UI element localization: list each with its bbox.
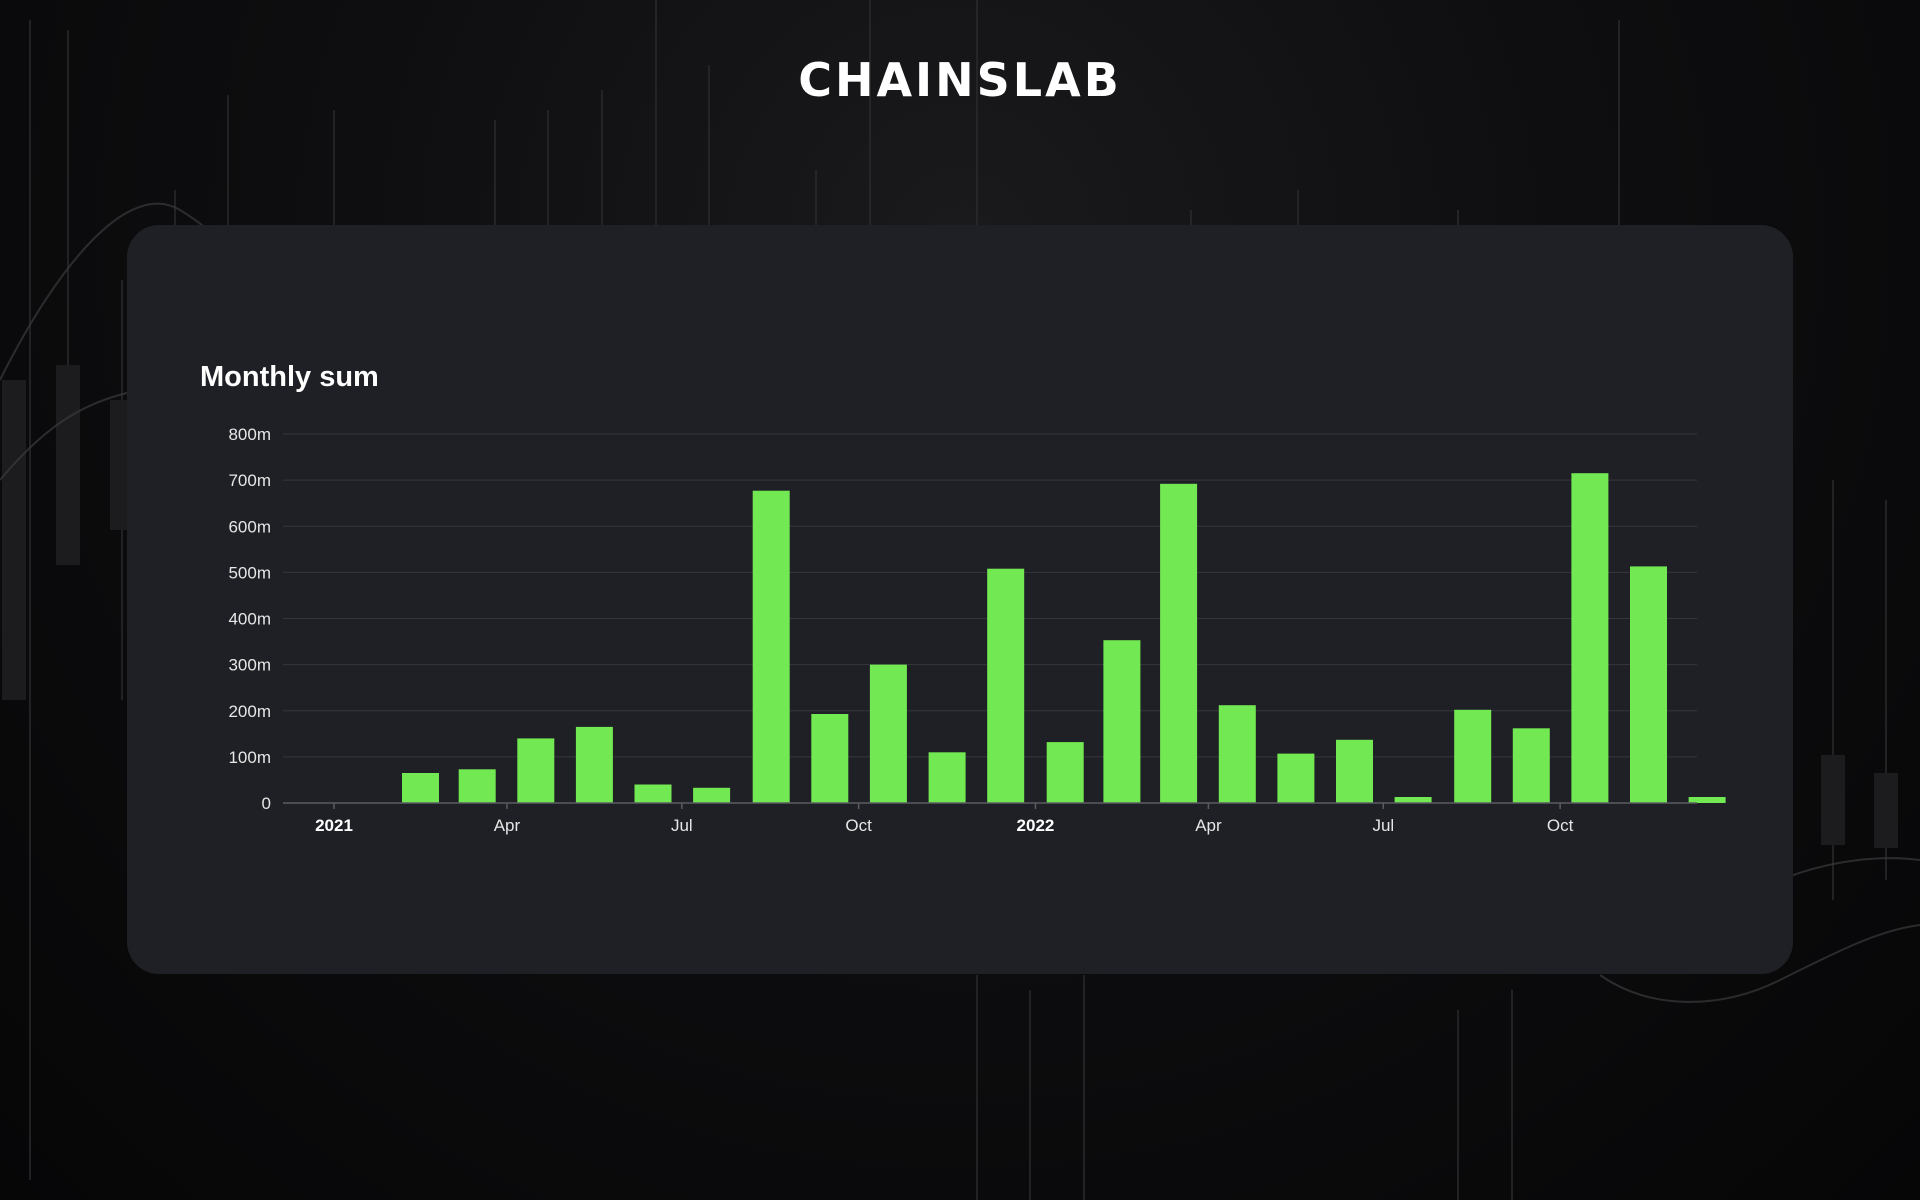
x-tick-label: 2021 (315, 816, 353, 835)
bar-2021-06[interactable] (634, 784, 672, 804)
bar-2022-09[interactable] (1512, 728, 1550, 803)
bar-2021-04[interactable] (517, 738, 555, 803)
bar-2021-08[interactable] (752, 490, 790, 803)
y-tick-label: 200m (228, 702, 271, 721)
y-tick-label: 100m (228, 748, 271, 767)
x-tick-label: Oct (1547, 816, 1574, 835)
x-tick-label: 2022 (1017, 816, 1055, 835)
bar-2021-09[interactable] (811, 714, 849, 803)
chart-title: Monthly sum (200, 361, 379, 393)
bar-2022-08[interactable] (1454, 709, 1492, 803)
y-tick-label: 800m (228, 425, 271, 444)
bar-2021-11[interactable] (928, 752, 966, 803)
bar-2021-02[interactable] (402, 773, 439, 803)
monthly-sum-bar-chart: 0 100m 200m 300m 400m 500m 600m 700m 800m 2021 Ap… (228, 425, 1726, 835)
bar-2022-05[interactable] (1277, 753, 1315, 803)
x-tick-label: Oct (845, 816, 872, 835)
x-tick-label: Apr (494, 816, 521, 835)
bar-2021-03[interactable] (458, 769, 496, 803)
bar-2022-11[interactable] (1630, 566, 1667, 803)
bar-2022-01[interactable] (1046, 742, 1084, 803)
bars (402, 473, 1726, 803)
bar-2022-12[interactable] (1688, 797, 1726, 803)
bar-2021-10[interactable] (869, 664, 907, 803)
bar-2021-07[interactable] (693, 787, 731, 803)
bar-2022-10[interactable] (1571, 473, 1609, 803)
bar-2022-04[interactable] (1218, 705, 1256, 803)
y-tick-label: 400m (228, 610, 271, 629)
y-tick-label: 500m (228, 563, 271, 582)
chainslab-logo: CHAINSLAB (798, 53, 1122, 107)
x-tick-label: Jul (1372, 816, 1394, 835)
bar-2022-06[interactable] (1336, 739, 1373, 803)
bar-2022-03[interactable] (1160, 483, 1198, 803)
bar-2021-12[interactable] (987, 568, 1025, 803)
x-tick-label: Apr (1195, 816, 1222, 835)
y-tick-label: 700m (228, 471, 271, 490)
y-axis-ticks: 0 100m 200m 300m 400m 500m 600m 700m 800m (228, 425, 271, 813)
chart-card: Monthly sum 0 100m 200m 300m 400m 500m 600m 700… (127, 225, 1793, 974)
y-tick-label: 600m (228, 517, 271, 536)
y-tick-label: 0 (262, 794, 271, 813)
x-tick-label: Jul (671, 816, 693, 835)
x-axis-ticks: 2021 Apr Jul Oct 2022 Apr Jul Oct (315, 803, 1574, 835)
bar-2022-02[interactable] (1103, 640, 1141, 803)
y-tick-label: 300m (228, 656, 271, 675)
bar-2022-07[interactable] (1394, 797, 1432, 803)
bar-2021-05[interactable] (575, 726, 613, 803)
